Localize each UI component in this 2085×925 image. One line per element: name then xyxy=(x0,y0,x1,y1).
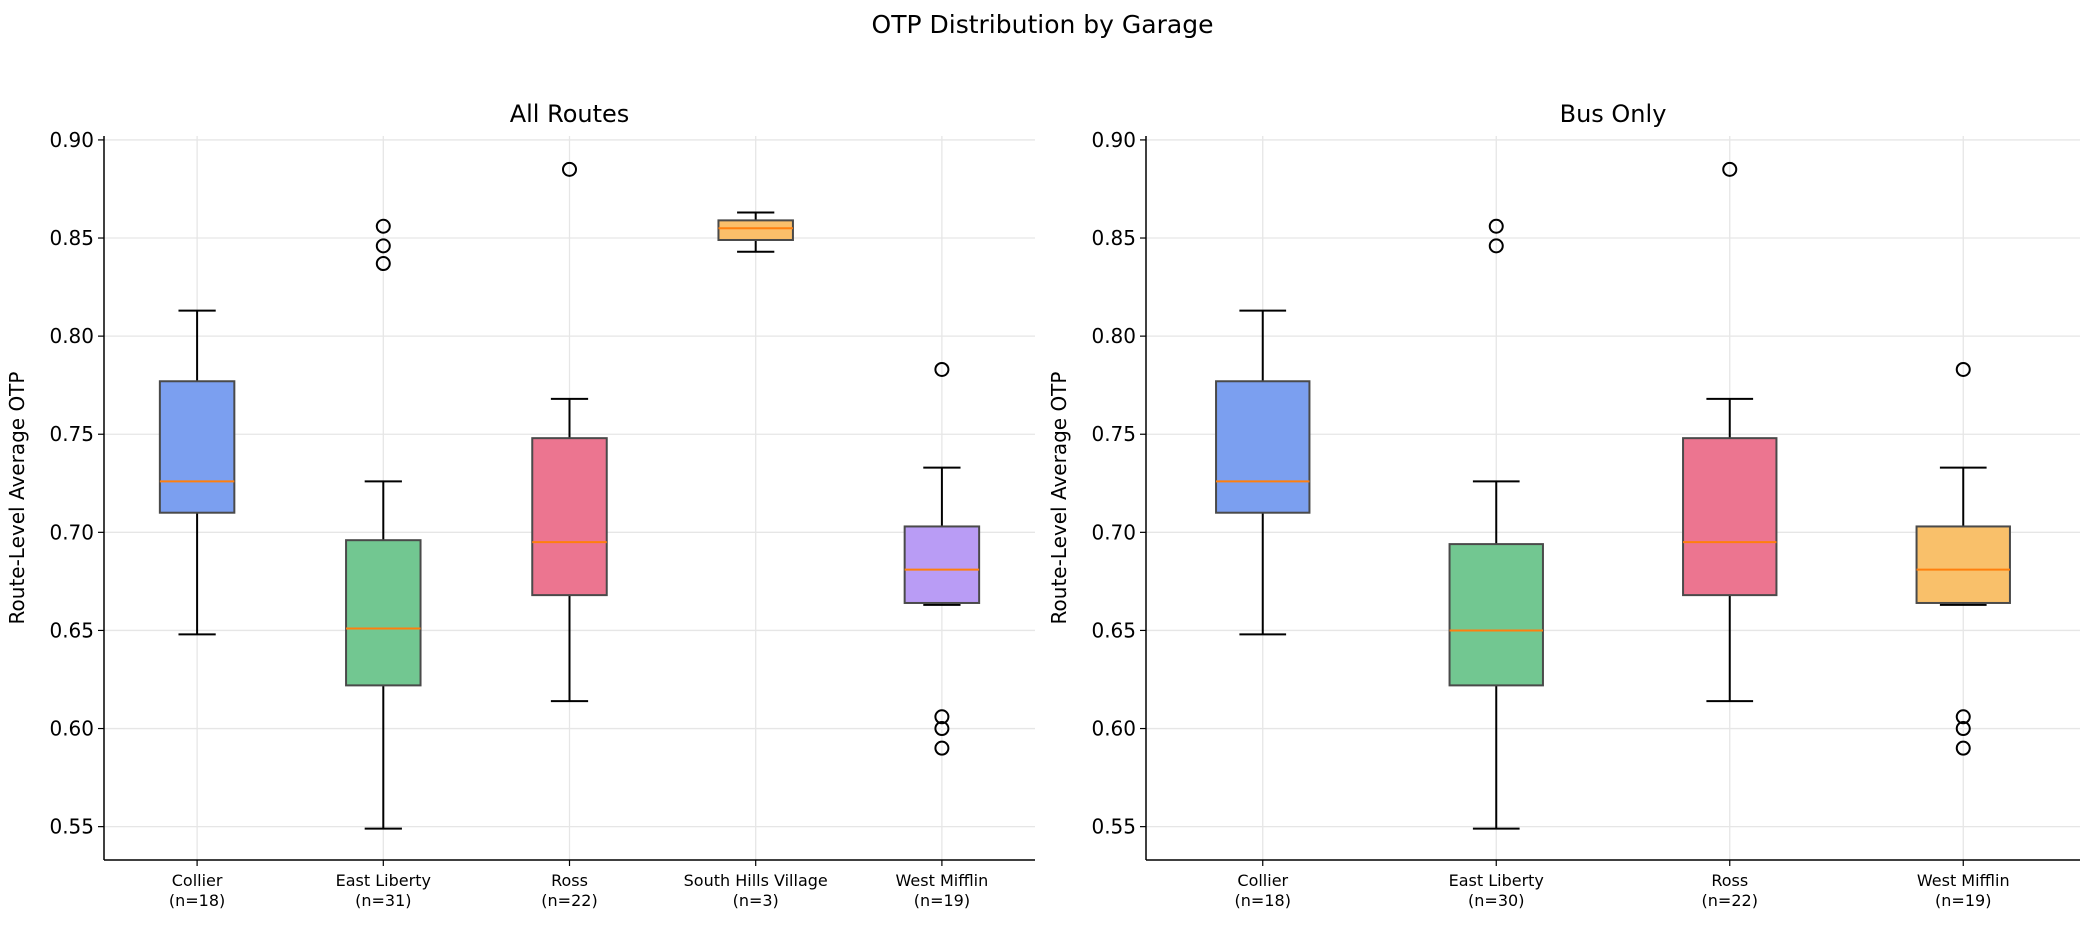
box-iqr xyxy=(1215,380,1311,514)
y-tick-label: 0.80 xyxy=(1091,324,1136,348)
outlier-point xyxy=(375,256,391,272)
x-tick-count: (n=19) xyxy=(1935,891,1991,910)
y-tick-label: 0.65 xyxy=(49,618,94,642)
y-tick-label: 0.55 xyxy=(49,815,94,839)
panel-0: 0.550.600.650.700.750.800.850.90Collier(… xyxy=(5,100,1035,910)
x-tick-count: (n=3) xyxy=(733,891,779,910)
box-west-mifflin xyxy=(903,361,981,756)
outlier-point xyxy=(1488,238,1504,254)
y-tick-label: 0.85 xyxy=(49,226,94,250)
y-axis-label: Route-Level Average OTP xyxy=(5,372,29,625)
outlier-point xyxy=(934,361,950,377)
x-tick-count: (n=30) xyxy=(1468,891,1524,910)
y-tick-label: 0.70 xyxy=(1091,520,1136,544)
x-tick-count: (n=22) xyxy=(1702,891,1758,910)
y-tick-label: 0.90 xyxy=(1091,128,1136,152)
box-east-liberty xyxy=(1448,218,1544,830)
box-iqr xyxy=(158,380,236,514)
outlier-point xyxy=(1955,740,1971,756)
y-tick-label: 0.55 xyxy=(1091,815,1136,839)
y-tick-label: 0.90 xyxy=(49,128,94,152)
box-south-hills-village xyxy=(717,211,794,253)
subplot-title: All Routes xyxy=(510,100,630,128)
box-iqr xyxy=(1448,543,1544,687)
x-tick-label: Ross xyxy=(551,871,588,890)
outlier-point xyxy=(934,721,950,737)
y-tick-label: 0.60 xyxy=(49,717,94,741)
x-tick-count: (n=18) xyxy=(169,891,225,910)
box-collier xyxy=(158,309,236,636)
outlier-point xyxy=(1955,361,1971,377)
x-tick-label: South Hills Village xyxy=(684,871,828,890)
x-tick-count: (n=31) xyxy=(355,891,411,910)
outlier-point xyxy=(375,238,391,254)
y-tick-label: 0.80 xyxy=(49,324,94,348)
y-tick-label: 0.70 xyxy=(49,520,94,544)
figure-title: OTP Distribution by Garage xyxy=(871,10,1214,39)
box-iqr xyxy=(531,437,608,597)
box-iqr xyxy=(345,539,422,687)
y-tick-label: 0.75 xyxy=(49,422,94,446)
outlier-point xyxy=(1955,709,1971,725)
box-west-mifflin xyxy=(1915,361,2011,756)
subplot-title: Bus Only xyxy=(1560,100,1667,128)
box-ross xyxy=(531,161,608,703)
outlier-point xyxy=(1722,161,1738,177)
box-iqr xyxy=(717,219,794,241)
x-tick-label: Collier xyxy=(1237,871,1288,890)
outlier-point xyxy=(934,740,950,756)
outlier-point xyxy=(1488,218,1504,234)
y-axis-label: Route-Level Average OTP xyxy=(1047,372,1071,625)
x-tick-label: Ross xyxy=(1711,871,1748,890)
y-tick-label: 0.60 xyxy=(1091,717,1136,741)
x-tick-label: East Liberty xyxy=(1449,871,1544,890)
box-iqr xyxy=(1915,525,2011,604)
y-tick-label: 0.75 xyxy=(1091,422,1136,446)
x-tick-count: (n=22) xyxy=(541,891,597,910)
x-tick-label: East Liberty xyxy=(336,871,431,890)
panel-1: 0.550.600.650.700.750.800.850.90Collier(… xyxy=(1047,100,2080,910)
box-east-liberty xyxy=(345,218,422,830)
y-tick-label: 0.85 xyxy=(1091,226,1136,250)
x-tick-count: (n=19) xyxy=(914,891,970,910)
box-iqr xyxy=(1682,437,1778,597)
box-ross xyxy=(1682,161,1778,703)
outlier-point xyxy=(562,161,577,177)
x-tick-label: West Mifflin xyxy=(1917,871,2010,890)
x-tick-label: Collier xyxy=(172,871,223,890)
outlier-point xyxy=(934,709,950,725)
outlier-point xyxy=(375,218,391,234)
x-tick-count: (n=18) xyxy=(1235,891,1291,910)
y-tick-label: 0.65 xyxy=(1091,618,1136,642)
outlier-point xyxy=(1955,721,1971,737)
x-tick-label: West Mifflin xyxy=(896,871,989,890)
box-iqr xyxy=(903,525,981,604)
box-collier xyxy=(1215,309,1311,636)
